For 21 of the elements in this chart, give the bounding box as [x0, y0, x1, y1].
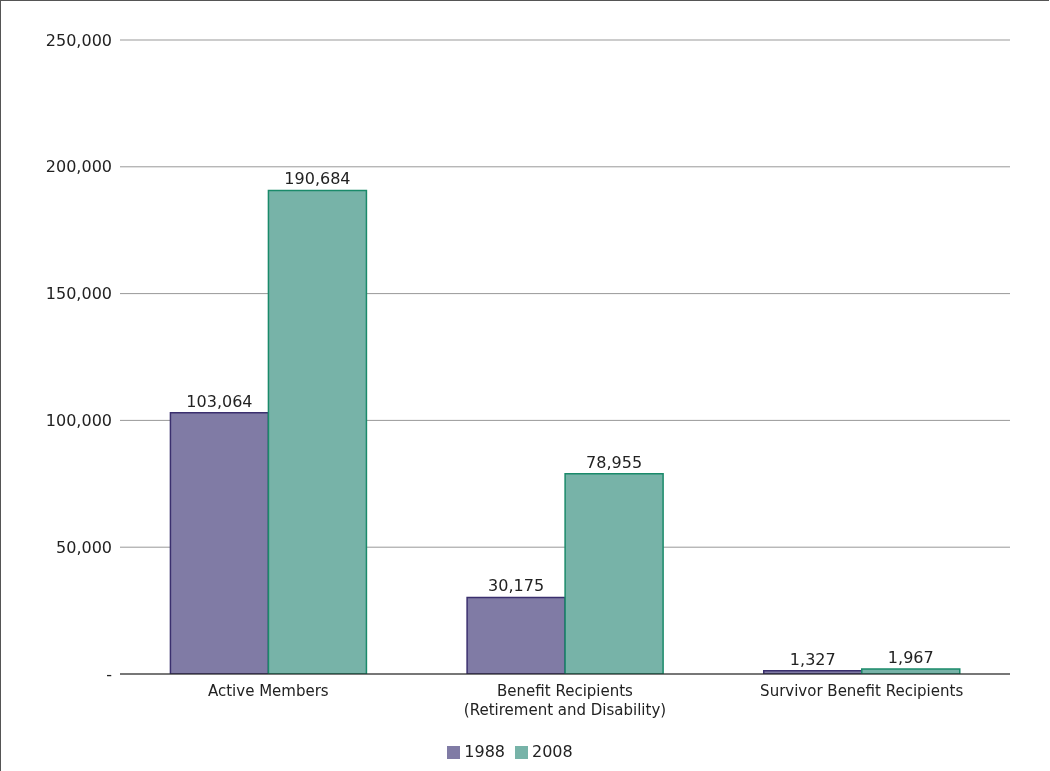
data-label: 30,175 [488, 576, 545, 596]
bar [169, 411, 270, 674]
y-tick-label: 50,000 [56, 537, 112, 557]
legend-label: 1988 [464, 742, 505, 761]
bar [267, 189, 368, 674]
y-tick-label: 100,000 [45, 411, 112, 431]
y-tick-label: 200,000 [45, 157, 112, 177]
x-tick-label: Survivor Benefit Recipients [760, 682, 964, 700]
data-label: 103,064 [186, 391, 253, 411]
legend-label: 2008 [532, 742, 573, 761]
data-label: 1,967 [887, 648, 934, 668]
data-label: 190,684 [284, 169, 351, 189]
y-tick-label: 150,000 [45, 284, 112, 304]
y-tick-label: 250,000 [45, 30, 112, 50]
bar [564, 473, 664, 674]
data-label: 78,955 [586, 452, 643, 472]
data-label: 1,327 [789, 649, 836, 669]
bar [466, 596, 566, 674]
x-tick-label: Benefit Recipients (Retirement and Disability) [463, 682, 667, 719]
x-tick-label: Active Members [207, 682, 329, 700]
y-tick-label: - [106, 664, 112, 684]
